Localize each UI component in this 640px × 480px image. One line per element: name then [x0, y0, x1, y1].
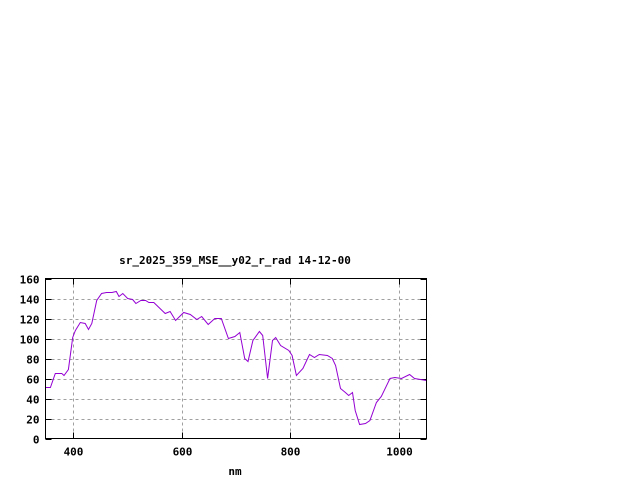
- y-tick-label: 100: [20, 334, 40, 347]
- x-tick-label: 400: [64, 446, 84, 459]
- y-tick-label: 140: [20, 294, 40, 307]
- y-tick-label: 40: [26, 394, 39, 407]
- grid: [45, 278, 427, 439]
- ticks: 0 20 40 60 80 100 120 140 160 400 600 800 1000: [20, 274, 427, 459]
- y-tick-label: 20: [26, 414, 39, 427]
- x-axis-label: nm: [228, 465, 242, 478]
- y-tick-label: 160: [20, 274, 40, 287]
- y-tick-label: 120: [20, 314, 40, 327]
- y-tick-label: 0: [33, 434, 40, 447]
- y-tick-label: 80: [26, 354, 39, 367]
- chart-title: sr_2025_359_MSE__y02_r_rad 14-12-00: [119, 254, 351, 267]
- plot-border: [45, 278, 427, 439]
- x-tick-label: 800: [281, 446, 301, 459]
- y-tick-label: 60: [26, 374, 39, 387]
- series-line: [45, 290, 427, 426]
- x-tick-label: 600: [173, 446, 193, 459]
- x-tick-label: 1000: [386, 446, 413, 459]
